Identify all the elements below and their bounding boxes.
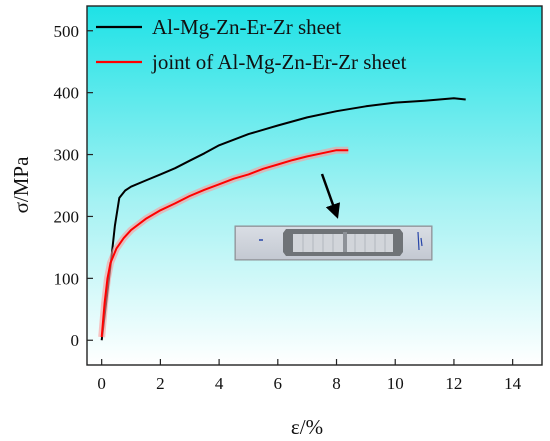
specimen-photo-inset xyxy=(234,225,433,261)
y-tick-label: 300 xyxy=(54,146,80,165)
series-line-sheet xyxy=(100,97,466,341)
x-axis-title: ε/% xyxy=(291,415,323,439)
y-tick-label: 500 xyxy=(54,22,80,41)
y-axis-title: σ/MPa xyxy=(9,156,33,214)
y-tick-label: 400 xyxy=(54,84,80,103)
legend-label-sheet: Al-Mg-Zn-Er-Zr sheet xyxy=(152,15,341,39)
legend-label-joint: joint of Al-Mg-Zn-Er-Zr sheet xyxy=(151,50,407,74)
x-tick-label: 4 xyxy=(215,374,224,393)
legend: Al-Mg-Zn-Er-Zr sheet joint of Al-Mg-Zn-E… xyxy=(96,15,407,74)
x-tick-label: 14 xyxy=(504,374,522,393)
x-tick-label: 8 xyxy=(332,374,341,393)
x-tick-label: 6 xyxy=(274,374,283,393)
series-line-joint xyxy=(100,149,349,338)
plot-frame xyxy=(86,5,543,366)
x-tick-label: 12 xyxy=(445,374,462,393)
x-tick-label: 0 xyxy=(97,374,106,393)
x-tick-label: 2 xyxy=(156,374,165,393)
y-tick-label: 0 xyxy=(71,331,80,350)
y-tick-label: 100 xyxy=(54,269,80,288)
axes-layer: 0 2 4 6 8 10 12 14 0 100 200 300 400 500 xyxy=(54,5,543,393)
series-layer xyxy=(98,97,466,341)
inset-arrow xyxy=(320,173,341,219)
plot-background xyxy=(87,6,542,365)
y-tick-label: 200 xyxy=(54,207,80,226)
x-tick-label: 10 xyxy=(387,374,404,393)
